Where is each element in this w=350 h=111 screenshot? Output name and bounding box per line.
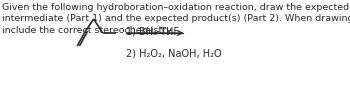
Text: 1) BH₃·THF: 1) BH₃·THF xyxy=(126,26,179,36)
Text: intermediate (Part 1) and the expected product(s) (Part 2). When drawing the pro: intermediate (Part 1) and the expected p… xyxy=(2,15,350,24)
Text: 2) H₂O₂, NaOH, H₂O: 2) H₂O₂, NaOH, H₂O xyxy=(126,49,221,59)
Text: include the correct stereochemistry.: include the correct stereochemistry. xyxy=(2,26,174,35)
Text: Given the following hydroboration–oxidation reaction, draw the expected trialkyl: Given the following hydroboration–oxidat… xyxy=(2,3,350,12)
